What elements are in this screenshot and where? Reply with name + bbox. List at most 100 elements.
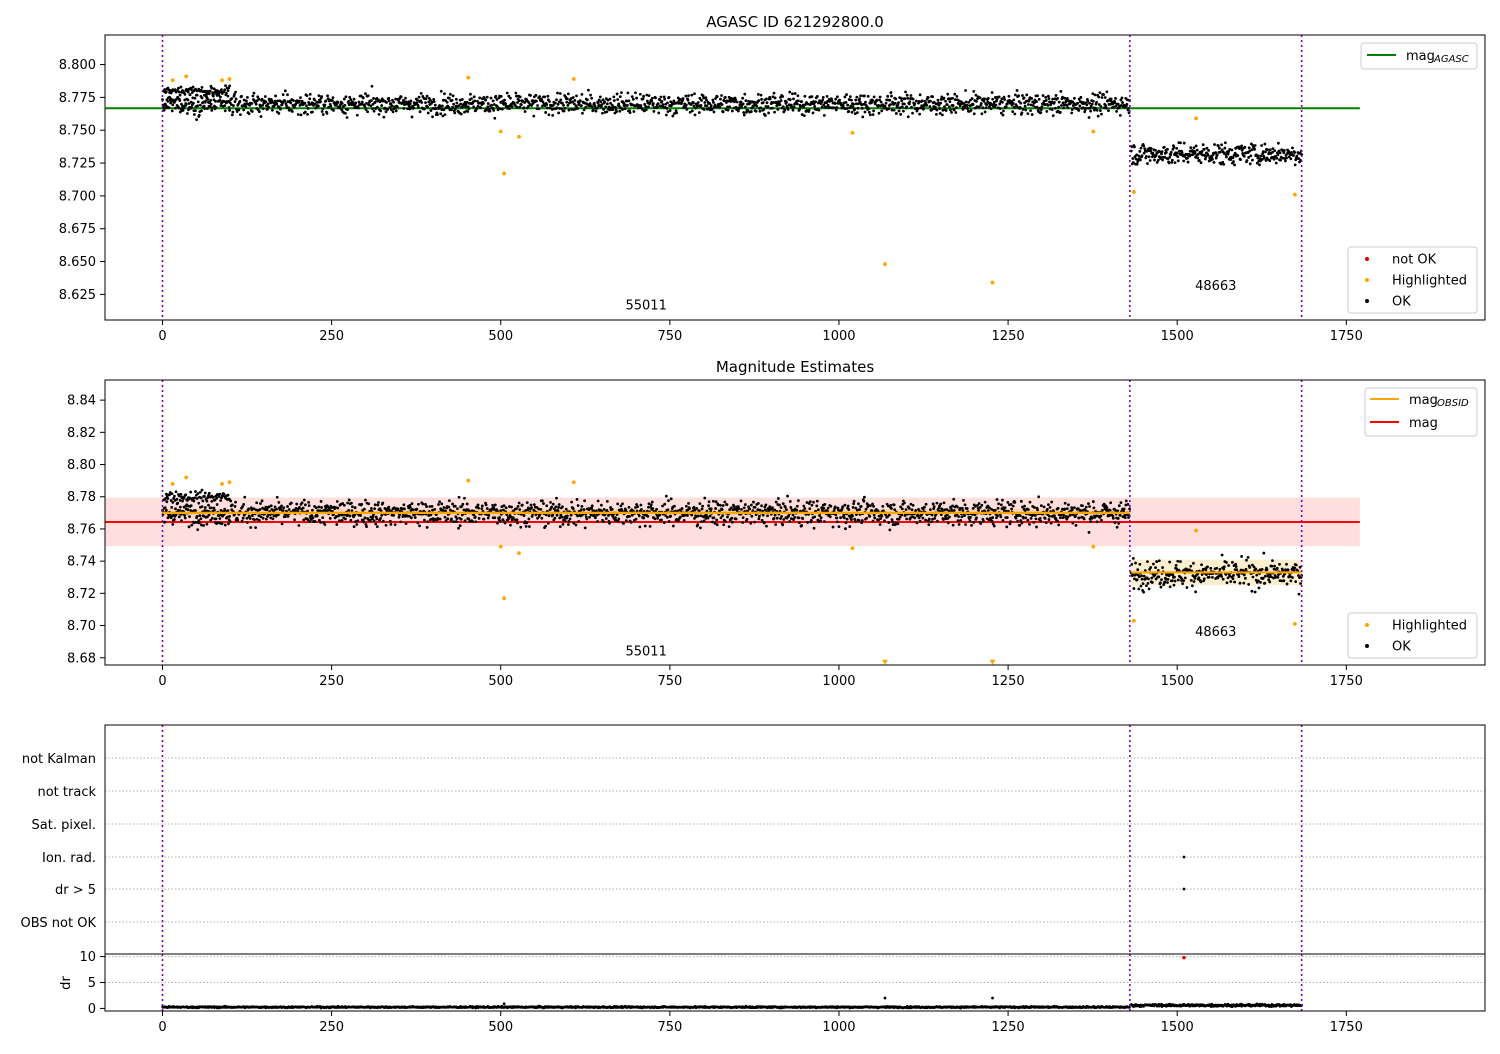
ok-point bbox=[1283, 149, 1286, 152]
ok-point bbox=[374, 503, 377, 506]
y-tick-label: 8.675 bbox=[59, 222, 96, 237]
ok-point bbox=[427, 112, 430, 115]
ok-point bbox=[1033, 506, 1036, 509]
ok-point bbox=[946, 103, 949, 106]
ok-point bbox=[846, 107, 849, 110]
y-tick-label: 8.80 bbox=[67, 458, 96, 473]
ok-point bbox=[617, 103, 620, 106]
highlighted-point bbox=[171, 482, 175, 486]
ok-point bbox=[867, 107, 870, 110]
ok-point bbox=[366, 110, 369, 113]
ok-point bbox=[1066, 507, 1069, 510]
ok-point bbox=[994, 509, 997, 512]
ok-point bbox=[878, 112, 881, 115]
ok-point bbox=[314, 520, 317, 523]
ok-point bbox=[298, 100, 301, 103]
ok-point bbox=[894, 102, 897, 105]
ok-point bbox=[322, 113, 325, 116]
ok-point bbox=[640, 104, 643, 107]
ok-point bbox=[796, 94, 799, 97]
ok-point bbox=[1240, 555, 1243, 558]
ok-point bbox=[1216, 154, 1219, 157]
ok-point bbox=[194, 509, 197, 512]
ok-point bbox=[547, 522, 550, 525]
ok-point bbox=[996, 498, 999, 501]
ok-point bbox=[1161, 566, 1164, 569]
ok-point bbox=[1123, 508, 1126, 511]
ok-point bbox=[855, 96, 858, 99]
ok-point bbox=[852, 106, 855, 109]
ok-point bbox=[564, 107, 567, 110]
ok-point bbox=[741, 97, 744, 100]
ok-point bbox=[1276, 576, 1279, 579]
ok-point bbox=[811, 504, 814, 507]
ok-point bbox=[376, 504, 379, 507]
ok-point bbox=[901, 105, 904, 108]
ok-point bbox=[1227, 153, 1230, 156]
ok-point bbox=[1094, 93, 1097, 96]
ok-point bbox=[1105, 90, 1108, 93]
ok-point bbox=[687, 94, 690, 97]
ok-point bbox=[803, 114, 806, 117]
ok-point bbox=[1160, 578, 1163, 581]
ok-point bbox=[590, 97, 593, 100]
ok-point bbox=[1143, 575, 1146, 578]
ok-point bbox=[188, 93, 191, 96]
ok-point bbox=[404, 97, 407, 100]
ok-point bbox=[1082, 106, 1085, 109]
ok-point bbox=[890, 507, 893, 510]
ok-point bbox=[195, 94, 198, 97]
ok-point bbox=[523, 106, 526, 109]
ok-point bbox=[553, 517, 556, 520]
ok-point bbox=[991, 520, 994, 523]
ok-point bbox=[899, 113, 902, 116]
ok-point bbox=[592, 109, 595, 112]
ok-point bbox=[773, 111, 776, 114]
ok-point bbox=[798, 516, 801, 519]
ok-point bbox=[1036, 508, 1039, 511]
ok-point bbox=[1027, 508, 1030, 511]
ok-point bbox=[525, 525, 528, 528]
ok-point bbox=[1121, 96, 1124, 99]
ok-point bbox=[412, 509, 415, 512]
ok-point bbox=[531, 515, 534, 518]
ok-point bbox=[420, 92, 423, 95]
ok-point bbox=[1161, 150, 1164, 153]
ok-point bbox=[426, 520, 429, 523]
ok-point bbox=[477, 507, 480, 510]
ok-point bbox=[1197, 576, 1200, 579]
ok-point bbox=[668, 520, 671, 523]
ok-point bbox=[461, 503, 464, 506]
ok-point bbox=[1276, 153, 1279, 156]
ok-point bbox=[983, 97, 986, 100]
ok-point bbox=[947, 521, 950, 524]
ok-point bbox=[1059, 90, 1062, 93]
ok-point bbox=[919, 93, 922, 96]
ok-point bbox=[682, 97, 685, 100]
ok-point bbox=[1154, 149, 1157, 152]
ok-point bbox=[395, 109, 398, 112]
ok-point bbox=[1157, 575, 1160, 578]
ok-point bbox=[933, 517, 936, 520]
ok-point bbox=[1271, 565, 1274, 568]
ok-point bbox=[587, 89, 590, 92]
ok-point bbox=[518, 106, 521, 109]
ok-point bbox=[1285, 157, 1288, 160]
ok-point bbox=[831, 99, 834, 102]
ok-point bbox=[797, 99, 800, 102]
ok-point bbox=[392, 101, 395, 104]
ok-point bbox=[1209, 567, 1212, 570]
ok-point bbox=[1105, 506, 1108, 509]
ok-point bbox=[561, 505, 564, 508]
ok-point bbox=[1264, 575, 1267, 578]
highlighted-point bbox=[1091, 130, 1095, 134]
ok-point bbox=[1137, 588, 1140, 591]
ok-point bbox=[802, 106, 805, 109]
ok-point bbox=[858, 97, 861, 100]
ok-point bbox=[323, 104, 326, 107]
ok-point bbox=[852, 103, 855, 106]
ok-point bbox=[1040, 504, 1043, 507]
ok-point bbox=[486, 96, 489, 99]
ok-point bbox=[886, 95, 889, 98]
ok-point bbox=[872, 109, 875, 112]
